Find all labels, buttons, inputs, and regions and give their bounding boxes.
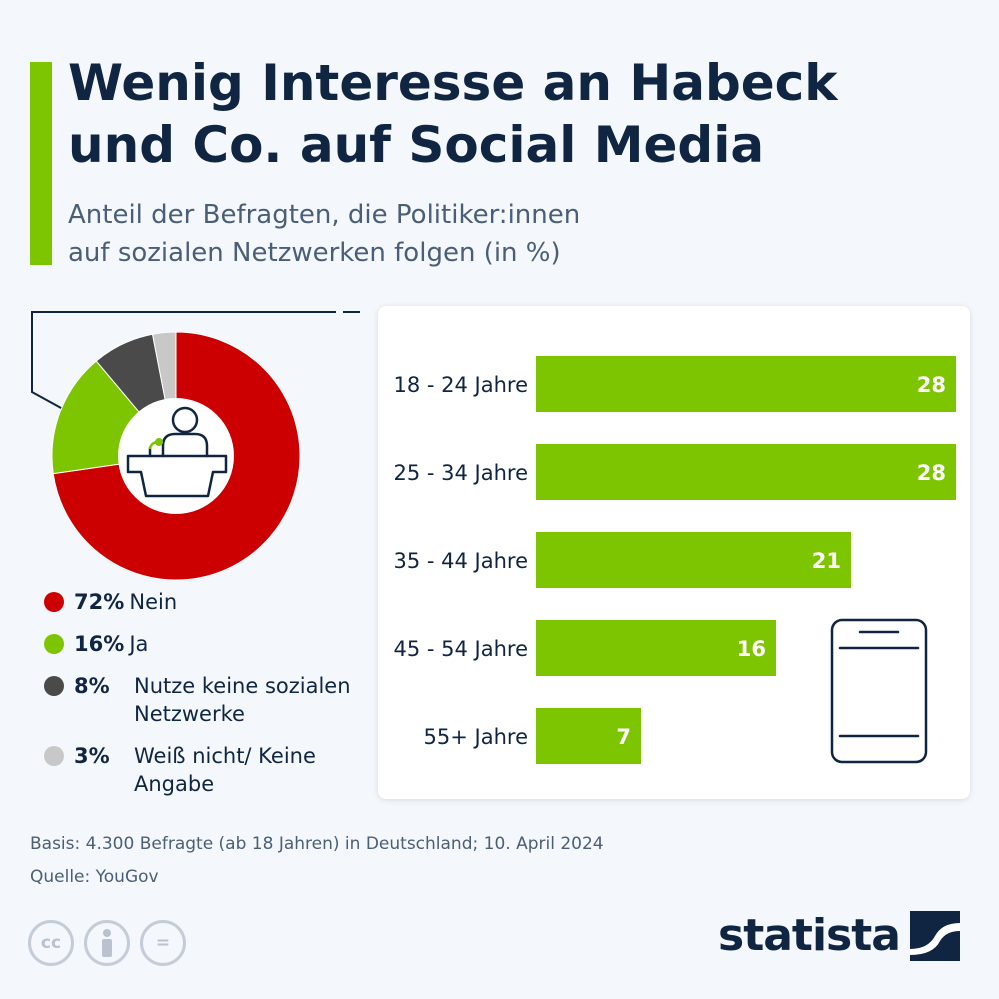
legend-label: Nutze keine sozialen Netzwerke bbox=[134, 674, 351, 726]
chart-title: Wenig Interesse an Habeck und Co. auf So… bbox=[68, 52, 968, 176]
legend-value: 16% bbox=[74, 632, 125, 656]
person-icon bbox=[102, 929, 112, 957]
subtitle-line-1: Anteil der Befragten, die Politiker:inne… bbox=[68, 200, 581, 230]
footer-source: Quelle: YouGov bbox=[30, 867, 159, 887]
legend-value: 8% bbox=[74, 674, 110, 698]
bar-value-label: 7 bbox=[616, 725, 631, 749]
bar bbox=[536, 620, 776, 676]
nd-icon-label: = bbox=[155, 933, 171, 953]
bar-value-label: 16 bbox=[737, 637, 766, 661]
title-accent-bar bbox=[30, 62, 52, 265]
speaker-at-podium-icon bbox=[126, 406, 228, 498]
cc-icon[interactable]: cc bbox=[28, 920, 74, 966]
bar-value-label: 28 bbox=[917, 373, 946, 397]
bar-value-label: 28 bbox=[917, 461, 946, 485]
bar-category-label: 55+ Jahre bbox=[424, 725, 528, 749]
subtitle-line-2: auf sozialen Netzwerken folgen (in %) bbox=[68, 238, 561, 268]
nd-icon[interactable]: = bbox=[140, 920, 186, 966]
legend-item-ja: 16% Ja bbox=[44, 630, 374, 658]
bar-category-label: 35 - 44 Jahre bbox=[393, 549, 528, 573]
legend-label: Weiß nicht/ Keine Angabe bbox=[134, 744, 316, 796]
footer-basis: Basis: 4.300 Befragte (ab 18 Jahren) in … bbox=[30, 834, 604, 854]
legend-value: 72% bbox=[74, 590, 125, 614]
bar-chart: 18 - 24 Jahre 28 25 - 34 Jahre 28 35 - 44 Ja… bbox=[393, 356, 956, 764]
smartphone-icon bbox=[830, 618, 928, 764]
chart-subtitle: Anteil der Befragten, die Politiker:inne… bbox=[68, 196, 948, 272]
legend-value: 3% bbox=[74, 744, 110, 768]
bar-category-label: 18 - 24 Jahre bbox=[393, 373, 528, 397]
bar bbox=[536, 708, 641, 764]
statista-logo[interactable]: statista bbox=[718, 910, 960, 961]
title-line-2: und Co. auf Social Media bbox=[68, 116, 765, 174]
bar-value-label: 21 bbox=[812, 549, 841, 573]
legend-dot-icon bbox=[44, 746, 64, 766]
title-line-1: Wenig Interesse an Habeck bbox=[68, 54, 838, 112]
bar bbox=[536, 532, 851, 588]
bar-group: 18 - 24 Jahre 28 25 - 34 Jahre 28 35 - 44 Ja… bbox=[393, 356, 956, 764]
legend-dot-icon bbox=[44, 676, 64, 696]
legend-item-no-social: 8% Nutze keine sozialen Netzwerke bbox=[44, 672, 374, 728]
bar-category-label: 45 - 54 Jahre bbox=[393, 637, 528, 661]
legend-item-unknown: 3% Weiß nicht/ Keine Angabe bbox=[44, 742, 374, 798]
statista-mark-icon bbox=[909, 910, 960, 961]
donut-legend: 72% Nein 16% Ja 8% Nutze keine sozialen … bbox=[44, 588, 374, 812]
legend-label: Nein bbox=[129, 590, 178, 614]
connector-line bbox=[31, 311, 360, 415]
bar-category-label: 25 - 34 Jahre bbox=[393, 461, 528, 485]
bar-chart-panel: 18 - 24 Jahre 28 25 - 34 Jahre 28 35 - 44 Ja… bbox=[378, 306, 970, 799]
by-icon[interactable] bbox=[84, 920, 130, 966]
cc-icon-label: cc bbox=[40, 933, 62, 953]
bar bbox=[536, 444, 956, 500]
microphone-icon bbox=[155, 438, 163, 446]
brand-name: statista bbox=[718, 910, 901, 961]
license-icons: cc = bbox=[28, 920, 186, 966]
bar bbox=[536, 356, 956, 412]
legend-dot-icon bbox=[44, 592, 64, 612]
donut-chart bbox=[51, 331, 301, 581]
legend-item-nein: 72% Nein bbox=[44, 588, 374, 616]
legend-dot-icon bbox=[44, 634, 64, 654]
legend-label: Ja bbox=[129, 632, 149, 656]
